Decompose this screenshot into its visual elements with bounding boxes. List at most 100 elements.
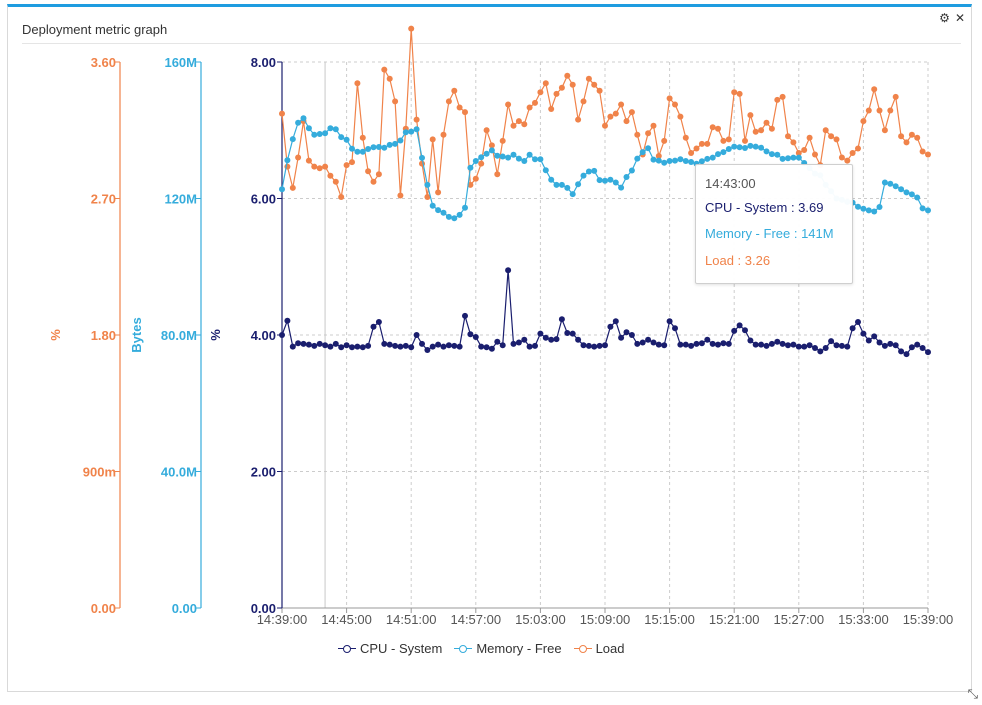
data-point	[677, 113, 684, 120]
data-point	[478, 343, 485, 350]
data-point	[688, 159, 695, 165]
x-tick-label: 14:45:00	[321, 612, 372, 627]
data-point	[279, 110, 285, 117]
data-point	[311, 342, 318, 349]
data-point	[499, 153, 506, 160]
data-point	[763, 342, 770, 349]
data-point	[623, 118, 630, 125]
data-point	[736, 90, 743, 97]
data-point	[354, 80, 361, 87]
data-point	[499, 342, 506, 349]
y-tick-label: 40.0M	[161, 465, 197, 480]
data-point	[413, 116, 420, 123]
data-point	[650, 339, 657, 346]
data-point	[467, 181, 474, 188]
data-point	[505, 101, 512, 108]
data-point	[435, 207, 442, 214]
data-point	[483, 344, 490, 351]
data-point	[488, 345, 495, 352]
data-point	[871, 86, 878, 93]
data-point	[672, 325, 678, 332]
data-point	[488, 142, 495, 149]
data-point	[289, 343, 296, 350]
data-point	[375, 144, 382, 150]
data-point	[887, 107, 894, 114]
data-point	[715, 125, 721, 132]
data-point	[289, 184, 296, 191]
data-point	[397, 137, 404, 144]
data-point	[720, 149, 727, 156]
tooltip-memory: Memory - Free : 141M	[705, 226, 834, 241]
data-point	[731, 327, 738, 334]
data-point	[779, 155, 786, 162]
data-point	[359, 344, 366, 351]
data-point	[515, 155, 522, 162]
data-point	[742, 137, 748, 144]
data-point	[634, 340, 641, 347]
legend-item-load[interactable]: Load	[573, 641, 625, 656]
data-point	[672, 101, 678, 108]
data-point	[661, 342, 668, 349]
legend-item-memory[interactable]: Memory - Free	[454, 641, 562, 656]
data-point	[881, 179, 888, 186]
y-tick-label: 3.60	[91, 55, 116, 70]
data-point	[881, 342, 888, 349]
data-point	[779, 340, 786, 347]
data-point	[316, 131, 323, 137]
data-point	[445, 213, 452, 220]
data-point	[903, 189, 910, 196]
data-point	[914, 194, 921, 201]
data-point	[553, 336, 560, 343]
data-point	[338, 344, 345, 351]
data-point	[704, 140, 711, 147]
data-point	[381, 66, 388, 73]
data-point	[505, 154, 512, 161]
data-point	[386, 141, 393, 148]
x-tick-label: 15:15:00	[644, 612, 695, 627]
data-point	[666, 95, 673, 102]
data-point	[661, 159, 668, 166]
data-point	[704, 155, 711, 162]
data-point	[822, 345, 829, 351]
data-point	[838, 154, 845, 161]
data-point	[725, 136, 732, 143]
data-point	[747, 142, 754, 149]
data-point	[639, 149, 646, 156]
data-point	[688, 150, 695, 156]
data-point	[774, 338, 781, 345]
data-point	[908, 131, 915, 138]
data-point	[419, 154, 425, 161]
legend-item-cpu[interactable]: CPU - System	[338, 641, 442, 656]
gear-icon[interactable]: ⚙	[939, 11, 950, 25]
data-point	[812, 345, 818, 351]
data-point	[392, 140, 399, 147]
data-point	[849, 325, 856, 332]
data-point	[435, 189, 442, 196]
close-icon[interactable]: ✕	[954, 11, 965, 25]
data-point	[682, 158, 689, 164]
data-point	[381, 340, 388, 347]
data-point	[408, 128, 415, 135]
data-point	[747, 337, 754, 344]
y-axis-title: Bytes	[129, 317, 144, 352]
data-point	[612, 318, 619, 325]
data-point	[715, 151, 721, 158]
data-point	[876, 339, 883, 346]
data-point	[849, 150, 856, 156]
resize-handle-icon[interactable]: ⤡	[967, 686, 978, 701]
data-point	[785, 133, 791, 140]
data-point	[785, 155, 791, 162]
data-point	[855, 203, 861, 210]
data-point	[424, 181, 431, 188]
data-point	[553, 90, 560, 97]
data-point	[607, 113, 614, 120]
data-point	[472, 175, 479, 182]
data-point	[806, 134, 813, 141]
data-point	[521, 121, 528, 128]
data-point	[575, 116, 582, 123]
data-point	[817, 348, 824, 355]
data-point	[725, 146, 732, 152]
data-point	[693, 145, 700, 152]
data-point	[758, 127, 765, 134]
y-tick-label: 160M	[164, 55, 197, 70]
